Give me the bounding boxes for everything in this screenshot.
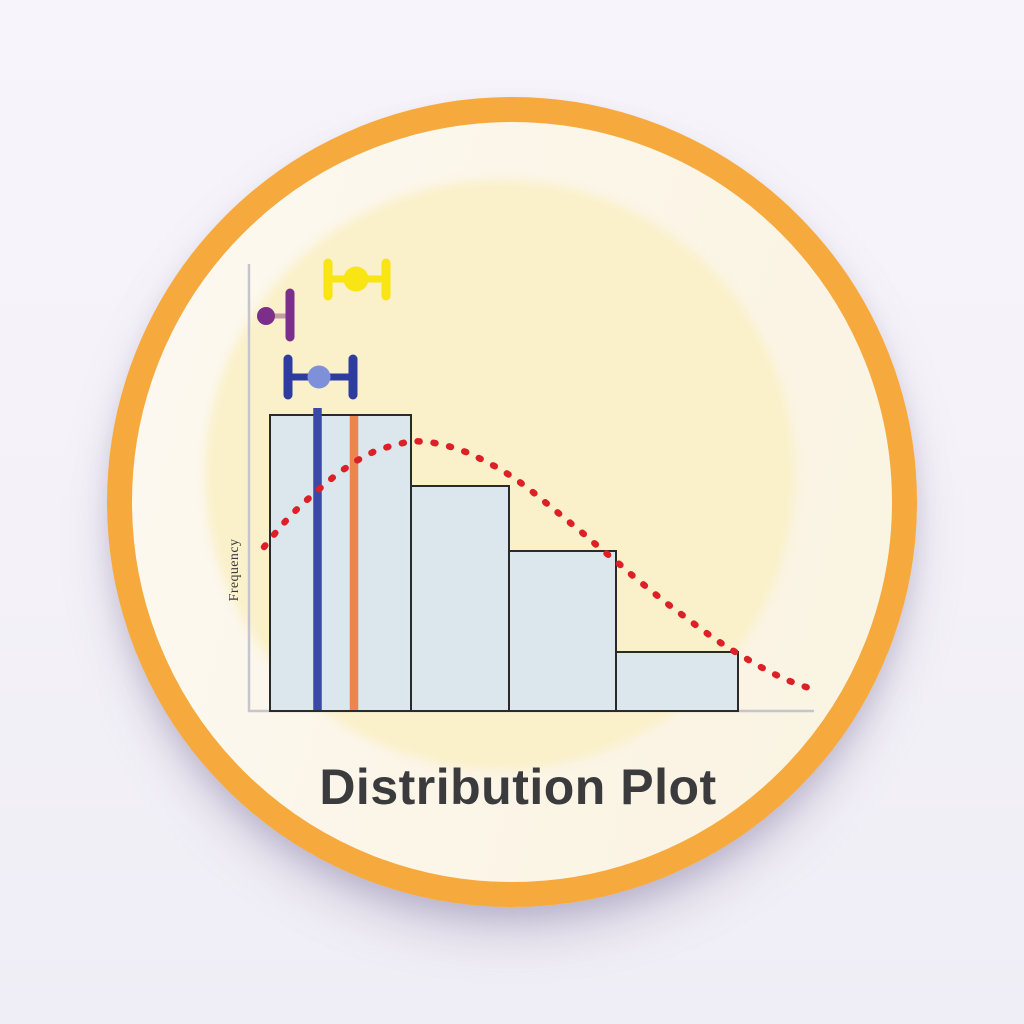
- page-title: Distribution Plot: [319, 759, 717, 815]
- histogram-bar-2: [410, 485, 510, 712]
- histogram-bar-3: [508, 550, 617, 712]
- error-bar-purple: [257, 288, 295, 342]
- density-curve: [260, 437, 816, 693]
- histogram-bar-1: [269, 414, 412, 712]
- error-bar-blue-dot: [307, 365, 331, 389]
- error-bar-yellow: [323, 258, 391, 301]
- error-bar-purple-dot: [257, 307, 275, 325]
- error-bar-yellow-dot: [343, 266, 369, 292]
- error-bar-blue: [283, 354, 358, 400]
- y-axis-label: Frequency: [227, 538, 242, 602]
- histogram-bar-4: [615, 651, 739, 712]
